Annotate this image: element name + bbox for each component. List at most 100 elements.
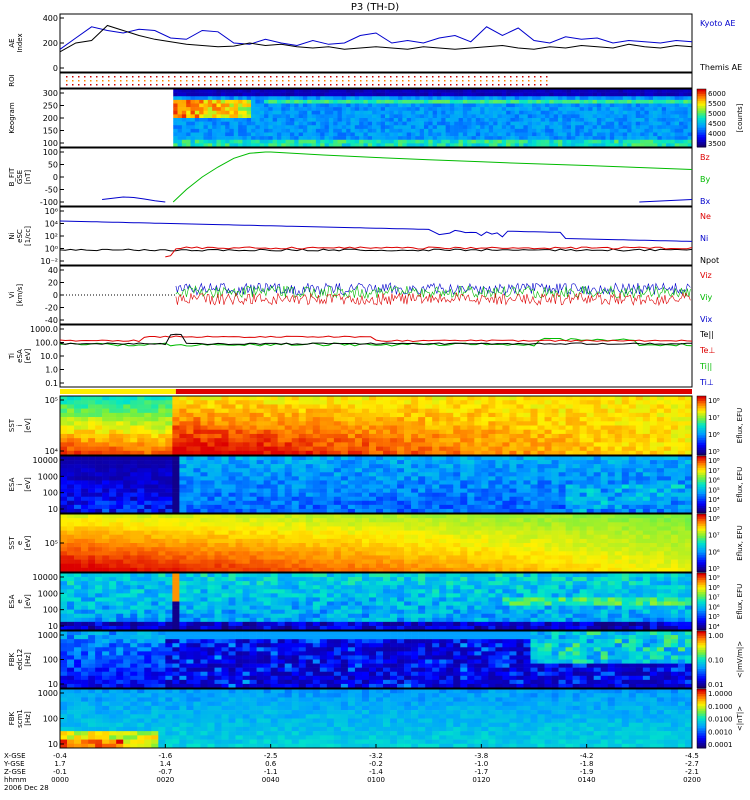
spectrogram-cell — [642, 468, 651, 473]
keogram-cell — [233, 143, 239, 148]
spectrogram-cell — [404, 412, 412, 418]
spectrogram-cell — [460, 488, 468, 493]
keogram-cell — [640, 121, 645, 126]
keogram-cell — [497, 118, 503, 122]
spectrogram-cell — [565, 504, 573, 510]
spectrogram-cell — [614, 425, 623, 431]
spectrogram-cell — [340, 496, 349, 502]
spectrogram-cell — [383, 468, 391, 473]
spectrogram-cell — [488, 508, 496, 514]
spectrogram-cell — [172, 492, 180, 498]
spectrogram-cell — [593, 429, 602, 435]
keogram-cell — [181, 92, 187, 97]
keogram-cell — [484, 132, 490, 137]
spectrogram-cell — [453, 484, 461, 489]
spectrogram-cell — [509, 492, 517, 498]
spectrogram-cell — [537, 472, 545, 477]
keogram-cell — [255, 132, 260, 137]
keogram-cell — [173, 89, 178, 93]
spectrogram-cell — [207, 404, 215, 409]
spectrogram-cell — [228, 456, 236, 461]
spectrogram-cell — [60, 504, 68, 510]
spectrogram-cell — [383, 484, 391, 489]
keogram-cell — [523, 118, 529, 122]
keogram-cell — [307, 99, 312, 104]
spectrogram-cell — [102, 396, 110, 401]
keogram-cell — [536, 114, 541, 119]
keogram-cell — [367, 114, 373, 119]
keogram-cell — [272, 114, 278, 119]
spectrogram-cell — [74, 504, 82, 510]
keogram-cell — [229, 139, 235, 144]
spectrogram-cell — [186, 492, 194, 498]
spectrogram-cell — [144, 476, 152, 481]
keogram-cell — [579, 121, 585, 126]
spectrogram-cell — [354, 417, 363, 422]
spectrogram-cell — [530, 425, 538, 431]
spectrogram-cell — [354, 400, 363, 405]
roi-dot — [252, 76, 254, 78]
keogram-cell — [259, 136, 265, 141]
roi-dot — [96, 80, 98, 82]
keogram-cell — [596, 143, 602, 148]
spectrogram-cell — [116, 480, 124, 485]
roi-dot — [276, 80, 278, 82]
keogram-cell — [674, 103, 680, 108]
spectrogram-cell — [621, 468, 630, 473]
spectrogram-cell — [228, 433, 236, 439]
keogram-cell — [436, 125, 442, 130]
spectrogram-cell — [249, 438, 257, 443]
keogram-cell — [609, 114, 615, 119]
keogram-cell — [506, 114, 511, 119]
keogram-cell — [177, 89, 183, 93]
roi-dot — [366, 80, 368, 82]
keogram-cell — [657, 92, 663, 97]
spectrogram-cell — [390, 476, 398, 481]
keogram-cell — [212, 114, 217, 119]
keogram-cell — [510, 107, 516, 112]
roi-dot — [510, 84, 512, 86]
keogram-cell — [380, 89, 386, 93]
spectrogram-cell — [151, 480, 159, 485]
keogram-cell — [406, 110, 412, 115]
keogram-cell — [449, 143, 455, 148]
spectrogram-cell — [684, 468, 693, 473]
spectrogram-cell — [621, 476, 630, 481]
spectrogram-cell — [600, 429, 609, 435]
keogram-cell — [579, 89, 585, 93]
spectrogram-cell — [312, 488, 321, 493]
keogram-cell — [575, 118, 580, 122]
spectrogram-cell — [565, 484, 573, 489]
keogram-cell — [436, 136, 442, 141]
spectrogram-cell — [116, 460, 124, 465]
spectrogram-cell — [621, 417, 630, 422]
spectrogram-cell — [551, 417, 559, 422]
spectrogram-cell — [593, 417, 602, 422]
keogram-cell — [631, 143, 637, 148]
keogram-cell — [259, 114, 265, 119]
spectrogram-cell — [172, 504, 180, 510]
keogram-cell — [605, 107, 611, 112]
spectrogram-cell — [95, 563, 103, 569]
spectrogram-cell — [432, 468, 440, 473]
spectrogram-cell — [523, 442, 531, 447]
spectrogram-cell — [347, 417, 356, 422]
keogram-cell — [454, 99, 459, 104]
keogram-cell — [302, 136, 308, 141]
roi-dot — [492, 76, 494, 78]
keogram-cell — [212, 125, 217, 130]
spectrogram-cell — [467, 500, 475, 506]
roi-dot — [102, 84, 104, 86]
keogram-cell — [635, 118, 641, 122]
keogram-cell — [653, 118, 658, 122]
spectrogram-cell — [530, 456, 538, 461]
keogram-cell — [315, 121, 321, 126]
spectrogram-cell — [446, 480, 454, 485]
colorbar-cell — [697, 89, 706, 92]
keogram-cell — [640, 103, 645, 108]
spectrogram-cell — [263, 464, 271, 469]
keogram-cell — [199, 128, 204, 133]
keogram-cell — [423, 96, 429, 101]
keogram-cell — [657, 132, 663, 137]
spectrogram-cell — [614, 442, 623, 447]
